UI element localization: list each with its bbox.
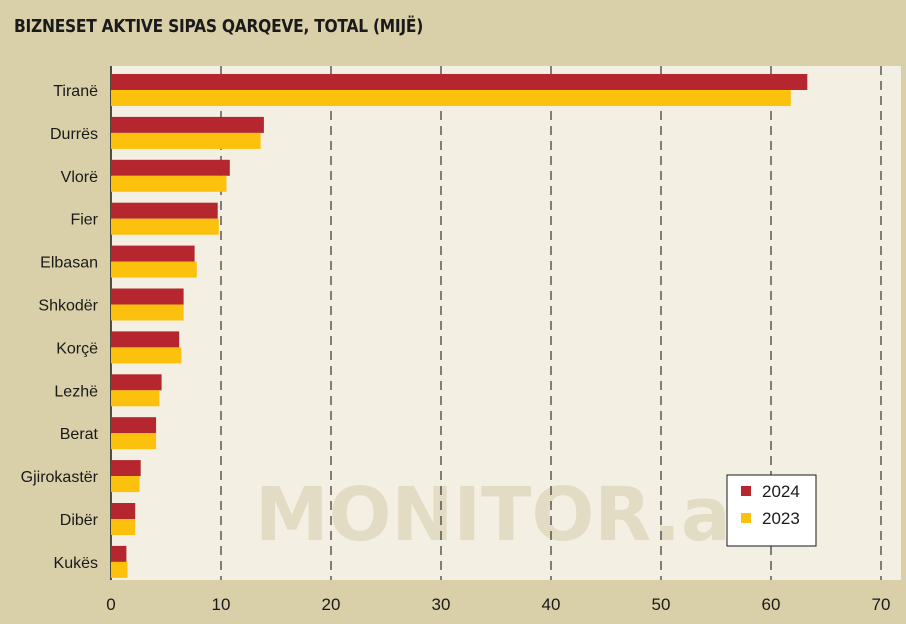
x-tick-label: 30 (432, 595, 451, 614)
chart-title: BIZNESET AKTIVE SIPAS QARQEVE, TOTAL (MI… (14, 16, 424, 37)
x-tick-label: 40 (542, 595, 561, 614)
legend: 2024 2023 (726, 474, 817, 547)
bar-2024-5 (111, 288, 184, 305)
bar-2023-0 (111, 90, 791, 106)
bar-2024-0 (111, 74, 808, 90)
category-label: Kukës (54, 555, 98, 572)
category-label: Berat (60, 426, 99, 443)
bar-2024-2 (111, 159, 230, 176)
grid-lines (110, 66, 882, 580)
category-label: Fier (70, 212, 98, 229)
bar-2023-6 (111, 347, 182, 364)
watermark-text: MONITOR.al (255, 472, 756, 558)
bar-2024-9 (111, 460, 141, 477)
legend-label: 2023 (762, 509, 800, 528)
legend-label: 2024 (762, 482, 800, 501)
category-label: Gjirokastër (21, 469, 99, 486)
bar-2023-10 (111, 519, 136, 535)
category-labels: Tiranë Durrës Vlorë Fier Elbasan Shkodër Korçë… (21, 83, 99, 572)
x-tick-label: 70 (872, 595, 891, 614)
bars (111, 74, 808, 578)
x-tick-label: 50 (652, 595, 671, 614)
bar-2023-5 (111, 304, 184, 321)
legend-swatch (741, 486, 751, 496)
bar-2023-8 (111, 433, 157, 450)
bar-2023-7 (111, 390, 160, 407)
x-tick-label: 10 (212, 595, 231, 614)
bar-2023-3 (111, 218, 219, 235)
bar-2024-8 (111, 417, 157, 434)
category-label: Lezhë (54, 383, 98, 400)
bar-2024-4 (111, 245, 195, 262)
bar-2023-1 (111, 132, 261, 149)
category-label: Durrës (50, 126, 98, 143)
bar-2024-1 (111, 116, 264, 133)
bar-2024-11 (111, 545, 127, 562)
legend-swatch (741, 513, 751, 523)
category-label: Shkodër (38, 298, 98, 315)
x-tick-label: 20 (322, 595, 341, 614)
category-label: Tiranë (53, 83, 98, 100)
bar-2024-10 (111, 503, 136, 519)
x-tick-label: 0 (106, 595, 115, 614)
bar-2024-7 (111, 374, 162, 391)
x-tick-label: 60 (762, 595, 781, 614)
bar-2023-4 (111, 261, 197, 278)
bar-2023-9 (111, 476, 140, 493)
category-label: Vlorë (61, 169, 98, 186)
x-tick-labels: 0 10 20 30 40 50 60 70 (106, 595, 890, 614)
bar-2023-2 (111, 175, 227, 192)
bar-2023-11 (111, 561, 128, 578)
category-label: Dibër (60, 512, 99, 529)
bar-2024-6 (111, 331, 180, 348)
category-label: Elbasan (40, 255, 98, 272)
category-label: Korçë (56, 340, 98, 357)
bar-2024-3 (111, 202, 218, 219)
